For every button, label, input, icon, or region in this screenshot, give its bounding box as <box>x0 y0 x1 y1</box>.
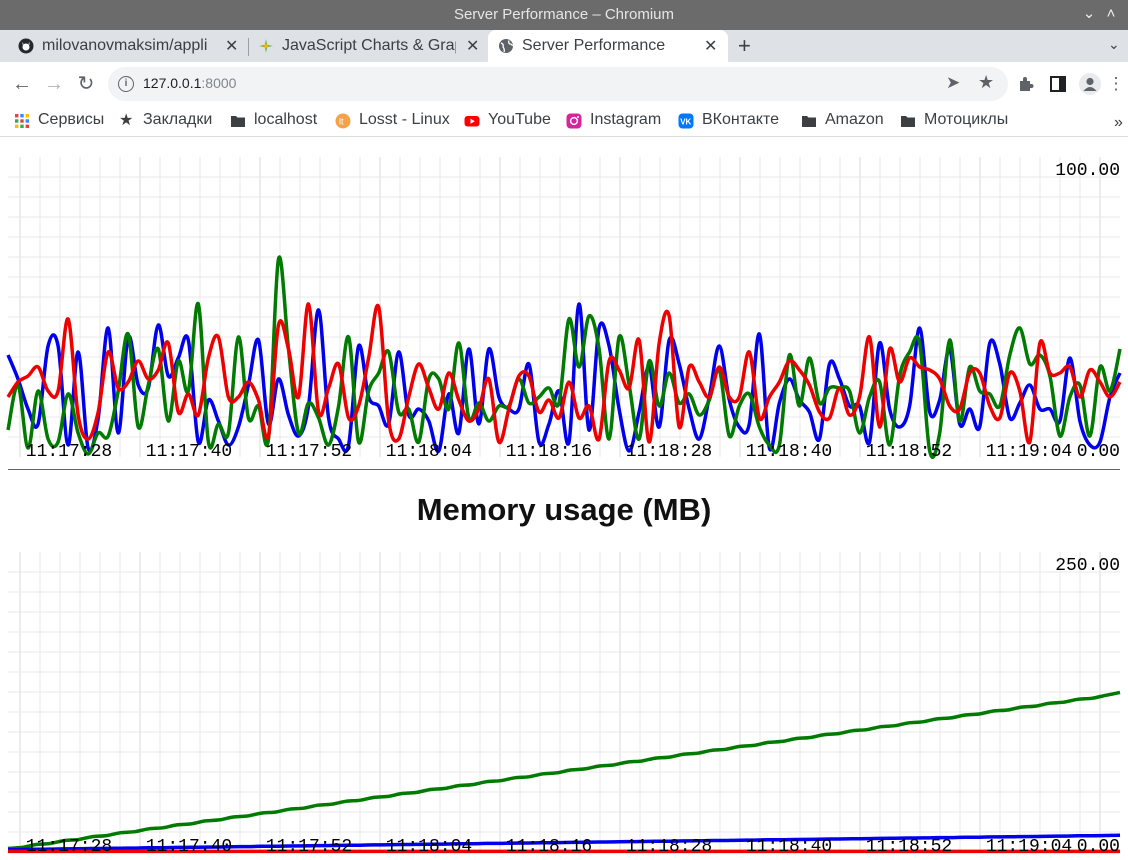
window-title: Server Performance – Chromium <box>453 6 675 23</box>
tab-separator <box>248 38 249 56</box>
close-tab-icon[interactable]: ✕ <box>225 38 239 55</box>
instagram-icon <box>566 113 582 129</box>
github-icon <box>18 38 34 54</box>
more-bookmarks-chevron-icon[interactable]: » <box>1114 114 1123 131</box>
side-panel-icon[interactable] <box>1046 72 1070 96</box>
folder-icon <box>231 116 245 127</box>
x-tick-label: 11:18:28 <box>626 837 712 855</box>
close-tab-icon[interactable]: ✕ <box>466 38 480 55</box>
page-content: 100.00 0.00 11:17:28 11:17:40 11:17:52 11:18:… <box>0 137 1128 857</box>
new-tab-plus-icon[interactable]: + <box>738 33 751 58</box>
youtube-icon <box>464 116 480 127</box>
minimize-chevron-icon[interactable]: ⌄ <box>1082 5 1096 22</box>
x-tick-label: 11:19:04 <box>986 837 1072 855</box>
x-tick-label: 11:18:04 <box>386 442 472 459</box>
star-icon: ★ <box>119 112 134 129</box>
memory-chart-title: Memory usage (MB) <box>416 492 712 527</box>
url-port: :8000 <box>201 75 237 91</box>
back-arrow-icon[interactable]: ← <box>12 73 32 95</box>
x-tick-label: 11:17:52 <box>266 837 352 855</box>
tab-search-chevron-icon[interactable]: ⌄ <box>1108 36 1120 52</box>
extensions-puzzle-icon[interactable] <box>1014 72 1038 96</box>
x-tick-label: 11:18:16 <box>506 837 592 855</box>
y-min-label: 0.00 <box>1077 442 1120 459</box>
folder-icon <box>901 116 915 127</box>
bookmark-label: Amazon <box>825 111 884 128</box>
x-tick-label: 11:18:16 <box>506 442 592 459</box>
bookmark-star-icon[interactable]: ★ <box>978 72 995 92</box>
tab-label: Server Performance <box>522 37 666 54</box>
globe-icon <box>499 39 514 53</box>
url-host: 127.0.0.1 <box>143 75 202 91</box>
x-tick-label: 11:18:04 <box>386 837 472 855</box>
x-tick-label: 11:17:28 <box>26 442 112 459</box>
cpu-usage-chart: 100.00 0.00 11:17:28 11:17:40 11:17:52 11:18:… <box>0 157 1128 462</box>
svg-text:VK: VK <box>680 118 691 127</box>
memory-usage-chart: 250.00 0.00 11:17:28 11:17:40 11:17:52 11:18:… <box>0 550 1128 857</box>
menu-kebab-icon[interactable]: ⋮ <box>1107 74 1125 93</box>
x-tick-label: 11:18:28 <box>626 442 712 459</box>
forward-arrow-icon[interactable]: → <box>44 73 64 95</box>
vk-icon: VK <box>678 113 694 129</box>
series-line-green <box>6 255 1122 459</box>
tab-label: JavaScript Charts & Grap <box>282 37 456 54</box>
series-line-blue <box>7 833 1121 852</box>
series-line-red <box>6 302 1122 445</box>
x-tick-label: 11:17:28 <box>26 837 112 855</box>
close-tab-icon[interactable]: ✕ <box>704 38 718 55</box>
address-url[interactable]: 127.0.0.1:8000 <box>143 75 236 91</box>
chart-divider <box>8 469 1120 470</box>
window-title-bar: Server Performance – Chromium ⌄ ˄ <box>0 0 1128 30</box>
x-tick-label: 11:18:40 <box>746 837 832 855</box>
tab-github[interactable]: milovanovmaksim/appli ✕ <box>18 30 243 62</box>
y-max-label: 250.00 <box>1055 556 1120 576</box>
bookmark-label: localhost <box>254 111 318 128</box>
bookmark-label: YouTube <box>488 111 551 128</box>
x-tick-label: 11:17:40 <box>146 442 232 459</box>
x-tick-label: 11:17:40 <box>146 837 232 855</box>
site-info-icon[interactable]: i <box>118 76 134 92</box>
cpu-usage-chart-svg: 100.00 0.00 11:17:28 11:17:40 11:17:52 11:18:… <box>6 157 1122 462</box>
bookmarks-bar: Сервисы ★ Закладки localhost lt Losst - … <box>0 106 1128 137</box>
losst-icon: lt <box>335 113 351 129</box>
tab-javascript-charts[interactable]: JavaScript Charts & Grap ✕ <box>258 30 483 62</box>
folder-icon <box>802 116 816 127</box>
tab-label: milovanovmaksim/appli <box>42 37 208 54</box>
x-tick-label: 11:17:52 <box>266 442 352 459</box>
x-tick-label: 11:18:52 <box>866 837 952 855</box>
svg-text:lt: lt <box>339 117 344 127</box>
bookmark-label: Закладки <box>143 111 213 128</box>
y-max-label: 100.00 <box>1055 161 1120 181</box>
plot-area <box>8 552 1120 852</box>
y-min-label: 0.00 <box>1077 837 1120 855</box>
bookmark-label: Instagram <box>590 111 662 128</box>
apps-grid-icon <box>15 114 29 128</box>
x-tick-label: 11:18:40 <box>746 442 832 459</box>
profile-avatar-icon[interactable] <box>1078 72 1102 96</box>
bookmark-label: Losst - Linux <box>359 111 450 128</box>
send-to-device-icon[interactable]: ➤ <box>946 73 961 92</box>
bookmark-label: ВКонтакте <box>702 111 779 128</box>
bookmark-label: Сервисы <box>38 111 105 128</box>
sparkle-icon <box>259 39 273 53</box>
reload-icon[interactable]: ↻ <box>77 73 95 95</box>
browser-toolbar: ← → ↻ i 127.0.0.1:8000 ➤ ★ ⋮ <box>0 62 1128 106</box>
address-bar[interactable]: i 127.0.0.1:8000 ➤ ★ <box>108 67 1008 101</box>
x-tick-label: 11:19:04 <box>986 442 1072 459</box>
tab-strip: milovanovmaksim/appli ✕ JavaScript Chart… <box>0 30 1128 62</box>
series-line-green <box>7 690 1121 851</box>
x-tick-label: 11:18:52 <box>866 442 952 459</box>
bookmark-label: Мотоциклы <box>924 111 1009 128</box>
memory-usage-chart-svg: 250.00 0.00 11:17:28 11:17:40 11:17:52 11:18:… <box>7 552 1121 857</box>
tab-server-performance[interactable]: Server Performance ✕ <box>488 30 728 62</box>
maximize-chevron-icon[interactable]: ˄ <box>1106 5 1116 22</box>
